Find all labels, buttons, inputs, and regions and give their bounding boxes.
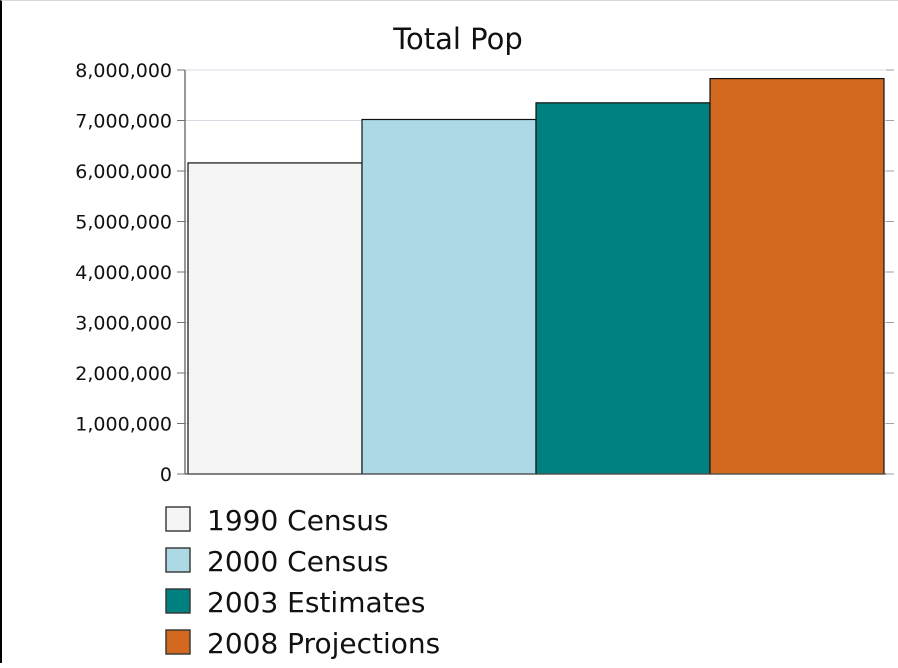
legend-swatch xyxy=(165,588,191,614)
chart-title: Total Pop xyxy=(392,22,523,56)
legend-label: 2003 Estimates xyxy=(207,586,425,619)
legend-swatch xyxy=(165,506,191,532)
bar xyxy=(361,118,537,475)
legend-swatch xyxy=(165,547,191,573)
y-tick-label: 8,000,000 xyxy=(75,60,172,82)
y-tick-label: 0 xyxy=(160,464,172,486)
y-tick-label: 5,000,000 xyxy=(75,212,172,234)
legend-label: 2000 Census xyxy=(207,545,389,578)
bars xyxy=(187,77,885,475)
y-tick-label: 6,000,000 xyxy=(75,161,172,183)
legend-label: 1990 Census xyxy=(207,504,389,537)
bar xyxy=(187,162,363,475)
legend: 1990 Census 2000 Census 2003 Estimates 2008… xyxy=(165,504,440,660)
bar xyxy=(535,102,711,475)
y-tick-label: 3,000,000 xyxy=(75,313,172,335)
y-axis-ticks: 0 1,000,000 2,000,000 3,000,000 4,000,000 5,0… xyxy=(75,60,894,486)
legend-label: 2008 Projections xyxy=(207,627,440,660)
y-tick-label: 4,000,000 xyxy=(75,262,172,284)
y-tick-label: 1,000,000 xyxy=(75,414,172,436)
legend-swatch xyxy=(165,629,191,655)
y-tick-label: 7,000,000 xyxy=(75,111,172,133)
bar xyxy=(709,77,885,475)
y-tick-label: 2,000,000 xyxy=(75,363,172,385)
